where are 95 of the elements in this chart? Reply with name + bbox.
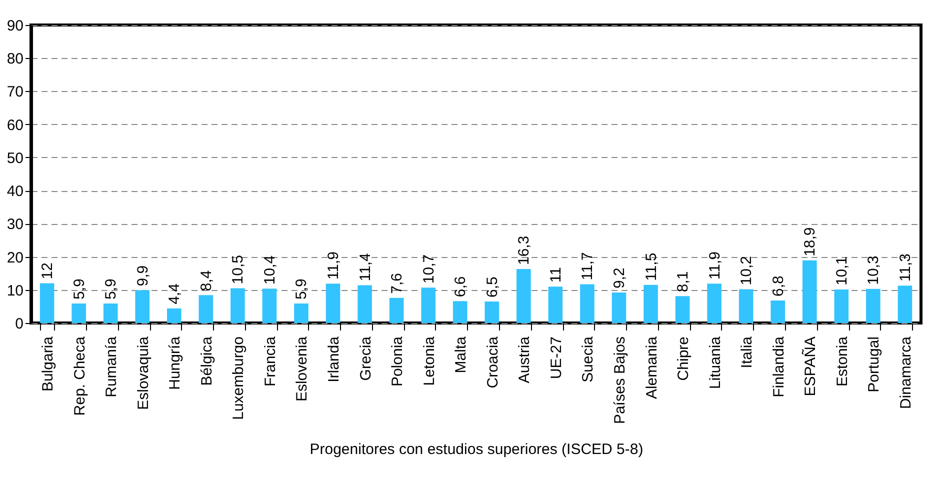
x-tick-label: Eslovaquia: [134, 336, 152, 410]
bar: [358, 285, 372, 323]
data-label: 10,7: [420, 254, 438, 284]
bar: [580, 284, 594, 323]
bar: [834, 290, 849, 323]
x-tick-label: UE-27: [548, 336, 565, 380]
data-label: 18,9: [802, 227, 819, 256]
bar: [166, 308, 182, 323]
data-label: 5,9: [293, 278, 310, 300]
data-label: 11,5: [642, 252, 660, 281]
bar: [40, 283, 54, 323]
x-tick-label: Letonia: [420, 336, 438, 386]
bar: [516, 269, 531, 323]
bar: [675, 296, 690, 323]
data-label: 10,1: [833, 256, 850, 286]
x-tick-label: Chipre: [675, 336, 692, 381]
bar: [230, 288, 245, 323]
bar: [326, 284, 340, 323]
x-tick-label: Luxemburgo: [230, 336, 248, 420]
x-tick-label: Estonia: [834, 336, 851, 387]
bar: [421, 288, 436, 323]
bar: [262, 288, 277, 323]
x-tick-label: Francia: [262, 336, 279, 387]
x-tick-label: Grecia: [357, 336, 374, 381]
bar: [103, 303, 118, 323]
x-axis-title: Progenitores con estudios superiores (ISCED 5-8): [310, 441, 644, 458]
x-tick-label: Bélgica: [198, 336, 216, 386]
data-label: 8,1: [674, 271, 692, 292]
data-label: 10,3: [865, 256, 882, 285]
y-tick-label: 80: [6, 50, 24, 68]
data-label: 11: [547, 267, 564, 283]
data-label: 7,6: [388, 272, 406, 294]
data-label: 10,5: [230, 255, 247, 284]
bar: [866, 288, 880, 323]
bar: [738, 289, 754, 323]
x-tick-label: Dinamarca: [897, 336, 914, 410]
y-tick-label: 40: [6, 183, 24, 200]
bar: [802, 260, 817, 323]
data-label: 6,5: [484, 276, 501, 298]
data-label: 12: [39, 262, 56, 280]
data-label: 5,9: [102, 278, 120, 300]
bar: [484, 301, 500, 323]
bar: [548, 286, 563, 323]
x-tick-label: Malta: [452, 336, 470, 374]
bar: [389, 298, 404, 323]
y-tick-label: 60: [6, 116, 24, 134]
x-tick-label: Italia: [738, 336, 756, 368]
data-label: 9,2: [610, 268, 628, 289]
y-tick-label: 30: [6, 216, 24, 234]
bar: [198, 295, 214, 323]
bar: [612, 292, 626, 323]
data-label: 11,3: [896, 253, 914, 282]
data-label: 6,8: [770, 276, 787, 296]
x-tick-label: Finlandia: [770, 336, 788, 398]
y-tick-label: 50: [6, 150, 24, 167]
data-label: 16,3: [516, 236, 533, 266]
bar: [135, 290, 150, 323]
y-tick-label: 90: [6, 18, 24, 34]
data-label: 10,4: [261, 255, 278, 285]
x-tick-label: Irlanda: [326, 336, 343, 382]
bar: [72, 303, 86, 323]
x-tick-label: Austria: [516, 336, 534, 384]
bar: [770, 300, 786, 323]
x-tick-label: Polonia: [389, 336, 406, 387]
bar: [294, 303, 308, 323]
x-tick-label: Rumanía: [103, 336, 120, 398]
data-label: 10,2: [738, 256, 756, 286]
bar: [644, 284, 658, 323]
x-tick-label: Bulgaria: [40, 336, 57, 392]
bar: [898, 286, 912, 323]
data-label: 11,4: [356, 253, 374, 282]
x-tick-label: Rep. Checa: [71, 336, 88, 416]
bar: [707, 284, 722, 323]
y-tick-label: 0: [15, 316, 24, 332]
data-label: 11,7: [579, 252, 596, 280]
x-tick-label: Hungría: [166, 336, 184, 390]
x-tick-label: Países Bajos: [611, 336, 628, 424]
bar: [452, 301, 468, 323]
data-label: 4,4: [166, 284, 184, 304]
data-label: 11,9: [706, 252, 724, 280]
y-tick-label: 70: [6, 84, 24, 101]
x-tick-label: Croacia: [484, 336, 502, 388]
y-tick-label: 20: [6, 249, 24, 266]
x-tick-label: Alemania: [643, 336, 660, 400]
data-label: 9,9: [134, 265, 152, 286]
x-tick-label: Portugal: [866, 336, 883, 392]
y-tick-label: 10: [6, 282, 24, 300]
x-tick-label: Lituania: [706, 336, 724, 390]
data-label: 11,9: [325, 252, 342, 280]
x-tick-label: Eslovenia: [294, 336, 311, 402]
data-label: 6,6: [452, 276, 470, 298]
data-label: 8,4: [198, 270, 215, 292]
x-tick-label: Suecia: [580, 336, 597, 382]
x-tick-label: ESPAÑA: [801, 336, 820, 396]
data-label: 5,9: [70, 278, 88, 300]
